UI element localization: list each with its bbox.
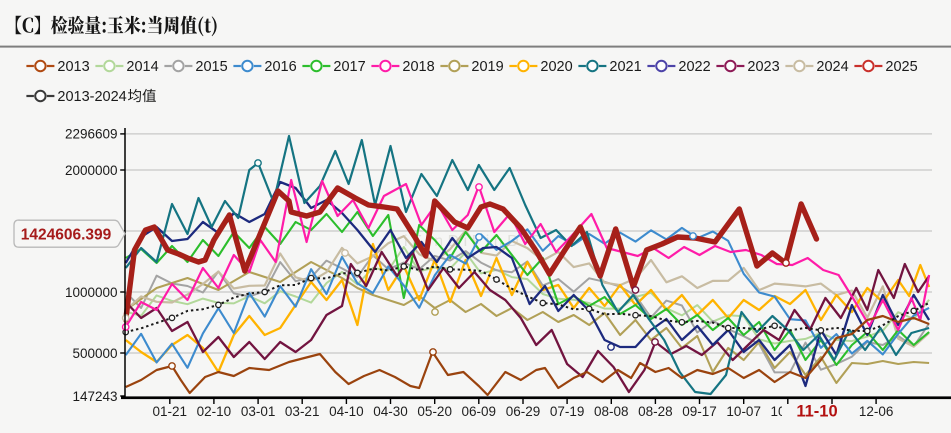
svg-text:2024: 2024 xyxy=(816,59,848,75)
svg-text:1000000: 1000000 xyxy=(65,285,118,300)
svg-text:08-28: 08-28 xyxy=(638,404,673,419)
svg-text:09-17: 09-17 xyxy=(682,404,717,419)
svg-text:06-29: 06-29 xyxy=(506,404,541,419)
svg-text:2025: 2025 xyxy=(885,59,917,75)
svg-text:2016: 2016 xyxy=(264,59,296,75)
svg-text:2019: 2019 xyxy=(471,59,503,75)
svg-text:07-19: 07-19 xyxy=(550,404,585,419)
svg-text:2013: 2013 xyxy=(57,59,89,75)
svg-text:06-09: 06-09 xyxy=(462,404,497,419)
svg-text:1424606.399: 1424606.399 xyxy=(21,227,112,244)
svg-text:04-30: 04-30 xyxy=(373,404,408,419)
svg-text:2022: 2022 xyxy=(678,59,710,75)
svg-text:08-08: 08-08 xyxy=(594,404,629,419)
svg-text:2021: 2021 xyxy=(609,59,641,75)
svg-text:10-07: 10-07 xyxy=(726,404,761,419)
svg-text:147243: 147243 xyxy=(72,389,117,404)
svg-text:2296609: 2296609 xyxy=(65,127,118,142)
svg-text:2020: 2020 xyxy=(540,59,572,75)
svg-text:500000: 500000 xyxy=(72,346,117,361)
svg-text:05-20: 05-20 xyxy=(417,404,452,419)
svg-text:2023: 2023 xyxy=(747,59,779,75)
svg-text:04-10: 04-10 xyxy=(329,404,364,419)
svg-text:2014: 2014 xyxy=(126,59,158,75)
svg-text:03-01: 03-01 xyxy=(241,404,276,419)
svg-text:03-21: 03-21 xyxy=(285,404,320,419)
svg-text:2015: 2015 xyxy=(195,59,227,75)
svg-text:11-10: 11-10 xyxy=(796,403,837,421)
svg-text:2018: 2018 xyxy=(402,59,434,75)
svg-text:12-06: 12-06 xyxy=(859,404,894,419)
svg-text:2017: 2017 xyxy=(333,59,365,75)
svg-text:2000000: 2000000 xyxy=(65,163,118,178)
svg-text:02-10: 02-10 xyxy=(197,404,232,419)
svg-text:01-21: 01-21 xyxy=(153,404,188,419)
svg-text:2013-2024: 2013-2024 xyxy=(57,89,126,105)
